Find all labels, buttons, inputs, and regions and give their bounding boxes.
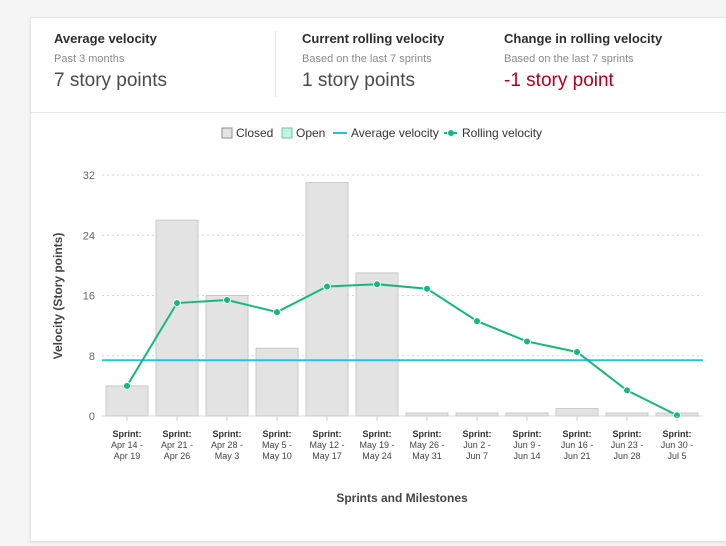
y-tick-label: 24 (83, 230, 95, 242)
x-axis-title: Sprints and Milestones (336, 491, 468, 505)
legend-swatch (281, 127, 293, 139)
x-tick-label: Sprint: Jun 9 -Jun 14 (513, 429, 542, 461)
stat-average-velocity: Average velocity Past 3 months 7 story p… (54, 31, 167, 92)
legend-item-open: Open (281, 126, 325, 140)
x-tick-label: Sprint: Apr 28 -May 3 (211, 429, 243, 461)
bar-closed[interactable] (355, 272, 399, 417)
y-tick-label: 32 (83, 170, 95, 182)
x-tick-label: Sprint: Jun 30 -Jul 5 (661, 429, 694, 461)
bar-closed[interactable] (105, 385, 149, 417)
x-tick-label: Sprint: Jun 23 -Jun 28 (611, 429, 644, 461)
x-tick-label: Sprint: May 19 -May 24 (359, 429, 394, 461)
legend-swatch (221, 127, 233, 139)
bar-closed[interactable] (205, 295, 249, 417)
rolling-velocity-point[interactable] (123, 381, 131, 390)
stat-subtitle: Based on the last 7 sprints (504, 53, 634, 65)
stat-change-rolling-velocity: Change in rolling velocity Based on the … (504, 31, 662, 92)
bar-closed[interactable] (605, 412, 649, 417)
bar-closed[interactable] (155, 219, 199, 417)
bar-closed[interactable] (455, 412, 499, 417)
rolling-velocity-point[interactable] (373, 280, 381, 289)
rolling-velocity-point[interactable] (573, 347, 581, 356)
x-tick-label: Sprint: Apr 21 -Apr 26 (161, 429, 193, 461)
x-tick-label: Sprint: May 5 -May 10 (262, 429, 292, 461)
rolling-velocity-point[interactable] (273, 308, 281, 317)
legend-label: Open (296, 126, 325, 140)
legend-item-average-velocity: Average velocity (333, 126, 439, 140)
bar-closed[interactable] (555, 407, 599, 417)
bar-closed[interactable] (505, 412, 549, 417)
y-tick-label: 8 (89, 351, 95, 363)
rolling-velocity-point[interactable] (423, 284, 431, 293)
x-tick-label: Sprint: May 26 -May 31 (409, 429, 444, 461)
chart-legend: Closed Open Average velocity Rolling veloci… (221, 126, 542, 140)
stat-subtitle: Based on the last 7 sprints (302, 53, 432, 65)
rolling-velocity-point[interactable] (473, 317, 481, 326)
x-axis-ticks: Sprint: Apr 14 -Apr 19 Sprint: Apr 21 -Apr … (111, 416, 693, 461)
rolling-velocity-point[interactable] (323, 282, 331, 291)
x-tick-label: Sprint: May 12 -May 17 (309, 429, 344, 461)
rolling-velocity-point[interactable] (523, 337, 531, 346)
stat-value: 7 story points (54, 70, 167, 91)
legend-label: Closed (236, 126, 273, 140)
stat-title: Current rolling velocity (302, 31, 445, 46)
bar-closed[interactable] (255, 347, 299, 417)
legend-label: Rolling velocity (462, 126, 542, 140)
y-axis-ticks: 0 8 16 24 32 (83, 170, 95, 423)
x-tick-label: Sprint: Jun 16 -Jun 21 (561, 429, 594, 461)
legend-item-rolling-velocity: Rolling velocity (444, 126, 542, 140)
chart-grid (102, 174, 703, 417)
bar-closed[interactable] (305, 182, 349, 417)
velocity-card: Average velocity Past 3 months 7 story p… (30, 17, 726, 542)
legend-marker (448, 130, 454, 136)
stat-current-rolling-velocity: Current rolling velocity Based on the la… (302, 31, 444, 92)
stat-value: 1 story points (302, 70, 415, 91)
legend-label: Average velocity (351, 126, 439, 140)
stat-title: Change in rolling velocity (504, 31, 663, 46)
stat-subtitle: Past 3 months (54, 53, 125, 65)
rolling-velocity-point[interactable] (623, 386, 631, 395)
y-axis-title: Velocity (Story points) (51, 233, 65, 360)
bar-closed[interactable] (405, 412, 449, 417)
rolling-velocity-line (123, 280, 681, 420)
legend-item-closed: Closed (221, 126, 273, 140)
x-tick-label: Sprint: Apr 14 -Apr 19 (111, 429, 143, 461)
rolling-velocity-point[interactable] (173, 299, 181, 308)
rolling-velocity-path (126, 283, 678, 417)
stats-divider (275, 31, 276, 97)
stat-value: -1 story point (504, 70, 614, 91)
rolling-velocity-point[interactable] (223, 296, 231, 305)
stat-title: Average velocity (54, 31, 157, 46)
y-tick-label: 16 (83, 291, 95, 303)
stats-header: Average velocity Past 3 months 7 story p… (31, 18, 726, 113)
x-tick-label: Sprint: Jun 2 -Jun 7 (463, 429, 492, 461)
y-tick-label: 0 (89, 411, 95, 423)
closed-bars (105, 182, 699, 417)
